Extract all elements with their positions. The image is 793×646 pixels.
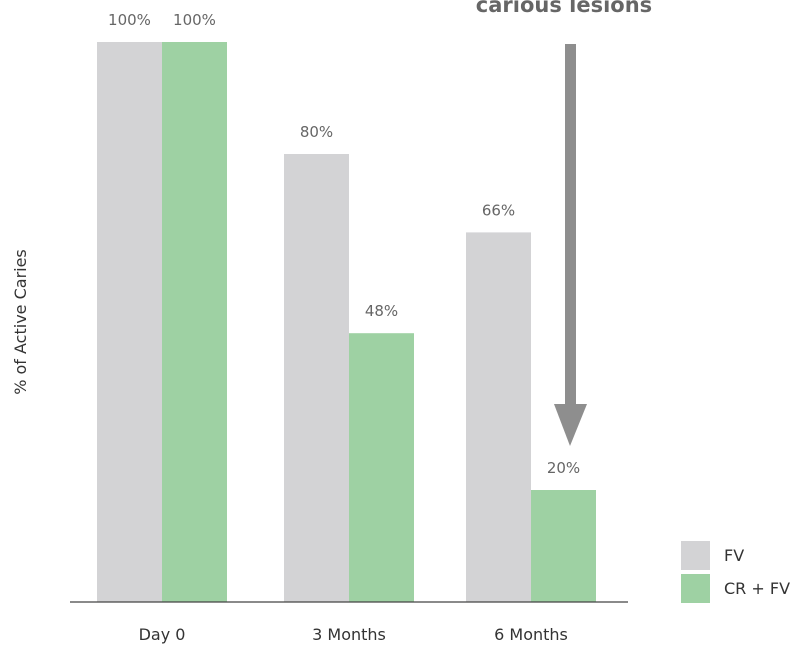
x-tick-labels: Day 0 3 Months 6 Months: [139, 625, 568, 644]
x-tick-label: 6 Months: [494, 625, 568, 644]
data-label: 100%: [108, 11, 151, 29]
legend-swatch: [681, 574, 710, 603]
x-tick-label: Day 0: [139, 625, 186, 644]
bars-group: [97, 42, 596, 602]
data-label: 48%: [365, 302, 398, 320]
bar-cr-fv-3: [531, 490, 596, 602]
legend-swatch: [681, 541, 710, 570]
bar-fv-2: [284, 154, 349, 602]
data-label: 20%: [547, 459, 580, 477]
data-label: 80%: [300, 123, 333, 141]
down-arrow-icon: [554, 44, 587, 446]
legend-label: CR + FV: [724, 579, 790, 598]
data-labels-group: 100% 100% 80% 48% 66% 20%: [108, 11, 580, 477]
y-axis-label: % of Active Caries: [11, 249, 30, 395]
data-label: 66%: [482, 201, 515, 219]
bar-fv-3: [466, 232, 531, 602]
annotation-text: carious lesions: [476, 0, 652, 17]
bar-cr-fv-2: [349, 333, 414, 602]
legend-label: FV: [724, 546, 744, 565]
legend: FV CR + FV: [681, 541, 790, 603]
bar-cr-fv-1: [162, 42, 227, 602]
data-label: 100%: [173, 11, 216, 29]
x-tick-label: 3 Months: [312, 625, 386, 644]
bar-fv-1: [97, 42, 162, 602]
